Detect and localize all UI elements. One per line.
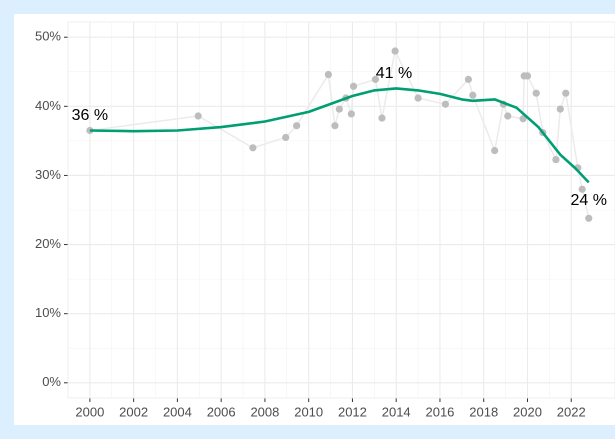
data-point (578, 185, 586, 193)
data-point (378, 114, 386, 122)
data-point (331, 122, 339, 130)
y-tick-label: 10% (35, 305, 61, 320)
data-point (86, 126, 94, 135)
data-point (491, 146, 499, 155)
data-point (552, 155, 560, 164)
chart-background (14, 14, 615, 425)
data-point (523, 72, 532, 80)
x-tick-label: 2008 (250, 404, 279, 419)
x-tick-label: 2020 (513, 404, 542, 419)
data-point (504, 112, 512, 120)
data-point (347, 110, 355, 118)
data-point (585, 214, 593, 222)
data-point (391, 47, 399, 55)
x-tick-label: 2016 (425, 404, 454, 419)
panel-border (67, 21, 615, 399)
data-point (371, 75, 380, 83)
y-tick-label: 30% (35, 167, 61, 182)
x-tick-label: 2022 (557, 404, 586, 419)
data-point (324, 70, 332, 79)
data-point (532, 89, 540, 97)
annotation: 41 % (376, 65, 412, 82)
data-point (469, 91, 477, 99)
data-point (349, 82, 358, 90)
smooth-line (89, 87, 590, 184)
y-tick-label: 20% (35, 236, 61, 251)
data-point (519, 115, 527, 123)
data-point (414, 94, 422, 102)
connecting-line (89, 48, 590, 219)
data-point (562, 89, 570, 97)
data-point (194, 112, 202, 120)
x-tick-label: 2014 (382, 404, 411, 419)
x-tick-label: 2012 (338, 404, 367, 419)
y-tick-label: 50% (35, 29, 61, 44)
x-tick-label: 2000 (75, 404, 104, 419)
x-tick-label: 2010 (294, 404, 323, 419)
x-tick-label: 2006 (207, 404, 236, 419)
data-point (335, 105, 343, 113)
annotation: 24 % (571, 192, 607, 209)
x-tick-label: 2004 (163, 404, 192, 419)
data-point (556, 105, 564, 113)
data-point (441, 100, 450, 108)
data-point (282, 133, 290, 142)
y-tick-label: 0% (42, 374, 61, 389)
x-tick-label: 2018 (469, 404, 498, 419)
y-tick-label: 40% (35, 98, 61, 113)
annotation: 36 % (72, 107, 108, 124)
x-tick-label: 2002 (119, 404, 148, 419)
data-point (249, 144, 257, 152)
data-point (293, 122, 301, 130)
data-point (464, 75, 473, 83)
